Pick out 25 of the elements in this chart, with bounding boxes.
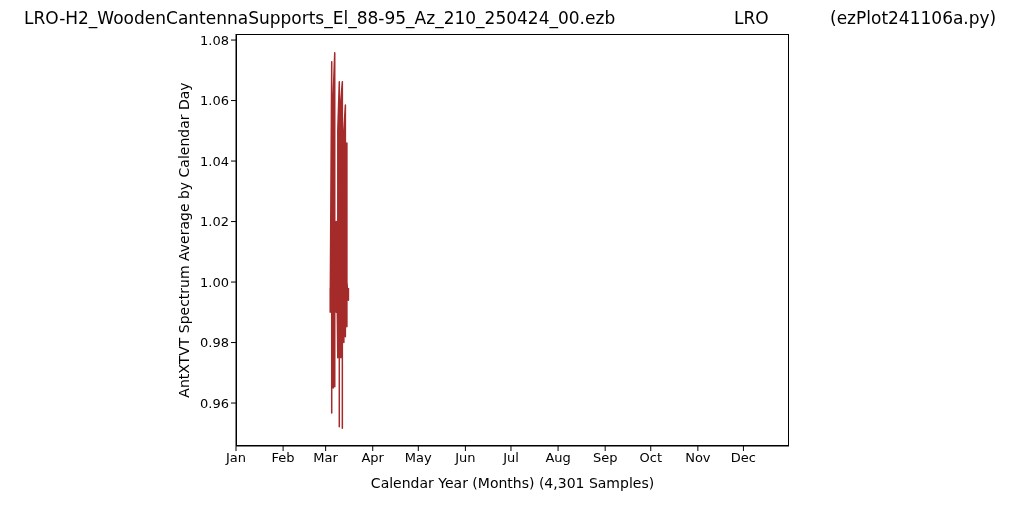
y-tick-label: 1.08	[200, 32, 229, 48]
y-tick-label: 0.96	[200, 395, 229, 411]
x-tick-label: Nov	[685, 450, 711, 466]
x-tick-label: Oct	[639, 450, 662, 466]
x-tick-label: Aug	[545, 450, 571, 466]
chart-title: LRO-H2_WoodenCantennaSupports_El_88-95_Az_210_250424_00.ezb	[24, 8, 616, 28]
x-tick-label: Jun	[454, 450, 476, 466]
y-tick-label: 1.04	[200, 153, 229, 169]
x-tick-label: Jul	[502, 450, 519, 466]
x-tick-label: Dec	[730, 450, 756, 466]
x-tick-label: Mar	[313, 450, 339, 466]
x-tick-label: Sep	[592, 450, 618, 466]
text: (ezPlot241106a.py)	[830, 8, 997, 28]
x-axis-title: Calendar Year (Months) (4,301 Samples)	[370, 475, 655, 491]
text: LRO	[734, 8, 769, 28]
y-tick-label: 1.06	[200, 93, 229, 109]
line-series	[329, 52, 350, 429]
x-tick-label: May	[404, 450, 433, 466]
y-axis-title: AntXTVT Spectrum Average by Calendar Day	[175, 82, 192, 398]
x-tick-label: Apr	[361, 450, 385, 466]
x-tick-label: Jan	[224, 450, 247, 466]
y-tick-label: 1.00	[200, 274, 229, 290]
x-tick-label: Feb	[271, 450, 295, 466]
y-tick-label: 1.02	[200, 214, 229, 230]
y-tick-label: 0.98	[200, 335, 229, 351]
